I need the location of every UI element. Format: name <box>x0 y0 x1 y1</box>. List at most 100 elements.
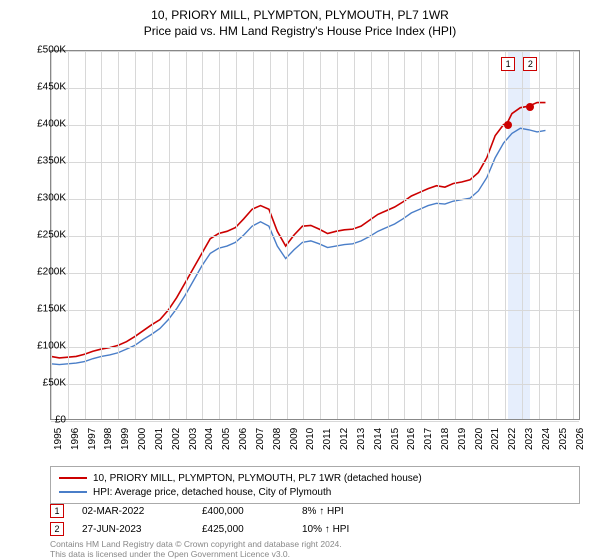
x-axis-label: 2025 <box>558 428 569 450</box>
x-axis-label: 2015 <box>390 428 401 450</box>
gridline-v <box>101 51 102 419</box>
gridline-v <box>270 51 271 419</box>
gridline-v <box>152 51 153 419</box>
gridline-v <box>287 51 288 419</box>
plot-area: 12 <box>50 50 580 420</box>
sale-dot <box>504 121 512 129</box>
gridline-h <box>51 347 579 348</box>
x-axis-label: 1998 <box>103 428 114 450</box>
gridline-h <box>51 125 579 126</box>
gridline-v <box>85 51 86 419</box>
gridline-v <box>354 51 355 419</box>
y-axis-label: £400K <box>37 119 66 130</box>
sale-date: 27-JUN-2023 <box>82 524 202 535</box>
x-axis-label: 2009 <box>289 428 300 450</box>
legend-item: 10, PRIORY MILL, PLYMPTON, PLYMOUTH, PL7… <box>59 471 571 485</box>
gridline-v <box>303 51 304 419</box>
x-axis-label: 2010 <box>305 428 316 450</box>
x-axis-label: 2008 <box>272 428 283 450</box>
x-axis-label: 2023 <box>524 428 535 450</box>
sale-price: £400,000 <box>202 506 302 517</box>
x-axis-label: 2011 <box>322 428 333 450</box>
legend-swatch <box>59 477 87 479</box>
y-axis-label: £0 <box>55 415 66 426</box>
gridline-h <box>51 273 579 274</box>
sale-price: £425,000 <box>202 524 302 535</box>
gridline-v <box>186 51 187 419</box>
gridline-h <box>51 162 579 163</box>
sale-diff: 8% ↑ HPI <box>302 506 422 517</box>
gridline-v <box>573 51 574 419</box>
y-axis-label: £250K <box>37 230 66 241</box>
gridline-v <box>236 51 237 419</box>
x-axis-label: 1999 <box>120 428 131 450</box>
legend: 10, PRIORY MILL, PLYMPTON, PLYMOUTH, PL7… <box>50 466 580 504</box>
x-axis-label: 2014 <box>373 428 384 450</box>
x-axis-label: 2013 <box>356 428 367 450</box>
legend-label: 10, PRIORY MILL, PLYMPTON, PLYMOUTH, PL7… <box>93 473 422 484</box>
gridline-v <box>472 51 473 419</box>
y-axis-label: £450K <box>37 82 66 93</box>
x-axis-label: 2000 <box>137 428 148 450</box>
gridline-h <box>51 384 579 385</box>
gridline-v <box>118 51 119 419</box>
x-axis-label: 2017 <box>423 428 434 450</box>
x-axis-label: 1996 <box>70 428 81 450</box>
chart-title: 10, PRIORY MILL, PLYMPTON, PLYMOUTH, PL7… <box>0 0 600 22</box>
license-line2: This data is licensed under the Open Gov… <box>50 550 342 560</box>
gridline-v <box>455 51 456 419</box>
y-axis-label: £500K <box>37 45 66 56</box>
legend-item: HPI: Average price, detached house, City… <box>59 485 571 499</box>
gridline-v <box>253 51 254 419</box>
x-axis-label: 2003 <box>188 428 199 450</box>
gridline-h <box>51 236 579 237</box>
gridline-v <box>421 51 422 419</box>
gridline-v <box>202 51 203 419</box>
x-axis-label: 2016 <box>406 428 417 450</box>
y-axis-label: £150K <box>37 304 66 315</box>
y-axis-label: £350K <box>37 156 66 167</box>
gridline-v <box>219 51 220 419</box>
gridline-v <box>169 51 170 419</box>
x-axis-label: 2012 <box>339 428 350 450</box>
legend-label: HPI: Average price, detached house, City… <box>93 487 331 498</box>
x-axis-label: 2026 <box>575 428 586 450</box>
gridline-h <box>51 88 579 89</box>
sale-row: 1 02-MAR-2022£400,0008% ↑ HPI <box>50 504 580 518</box>
sale-row-marker: 1 <box>50 504 64 518</box>
line-svg <box>51 51 579 419</box>
gridline-v <box>539 51 540 419</box>
gridline-v <box>388 51 389 419</box>
x-axis-label: 2020 <box>474 428 485 450</box>
y-axis-label: £300K <box>37 193 66 204</box>
y-axis-label: £100K <box>37 341 66 352</box>
x-axis-label: 2024 <box>541 428 552 450</box>
y-axis-label: £50K <box>43 378 66 389</box>
sale-date: 02-MAR-2022 <box>82 506 202 517</box>
gridline-v <box>135 51 136 419</box>
y-axis-label: £200K <box>37 267 66 278</box>
x-axis-label: 2021 <box>490 428 501 450</box>
x-axis-label: 2006 <box>238 428 249 450</box>
gridline-v <box>505 51 506 419</box>
sale-marker-box: 1 <box>501 57 515 71</box>
x-axis-label: 2007 <box>255 428 266 450</box>
legend-swatch <box>59 491 87 493</box>
gridline-v <box>522 51 523 419</box>
gridline-h <box>51 310 579 311</box>
gridline-v <box>556 51 557 419</box>
gridline-v <box>371 51 372 419</box>
gridline-h <box>51 421 579 422</box>
sale-row: 227-JUN-2023£425,00010% ↑ HPI <box>50 522 580 536</box>
sale-dot <box>526 103 534 111</box>
sale-diff: 10% ↑ HPI <box>302 524 422 535</box>
x-axis-label: 2004 <box>204 428 215 450</box>
x-axis-label: 2019 <box>457 428 468 450</box>
gridline-v <box>320 51 321 419</box>
x-axis-label: 2005 <box>221 428 232 450</box>
gridline-h <box>51 51 579 52</box>
gridline-v <box>337 51 338 419</box>
gridline-h <box>51 199 579 200</box>
x-axis-label: 1997 <box>87 428 98 450</box>
x-axis-label: 2018 <box>440 428 451 450</box>
